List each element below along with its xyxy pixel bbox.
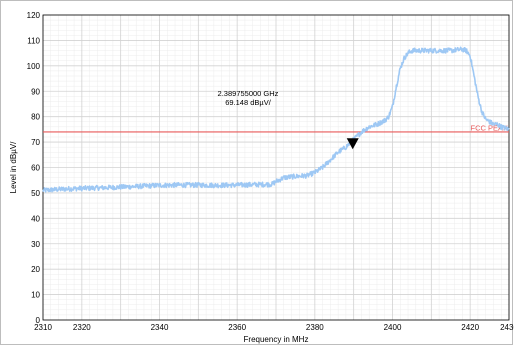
y-tick-label: 100 xyxy=(27,62,41,71)
marker-level-label: 69.148 dBµV/ xyxy=(225,98,272,107)
y-tick-label: 110 xyxy=(27,36,40,45)
x-tick-label: 2360 xyxy=(228,323,246,332)
y-tick-label: 80 xyxy=(31,113,40,122)
series-group xyxy=(42,46,510,193)
marker-frequency-label: 2.389755000 GHz xyxy=(218,89,279,98)
x-tick-label: 2380 xyxy=(306,323,324,332)
x-tick-label: 2420 xyxy=(461,323,479,332)
limit-line-label: FCC PEAK xyxy=(470,123,508,132)
y-tick-label: 10 xyxy=(31,291,40,300)
y-tick-label: 70 xyxy=(31,138,40,147)
x-tick-label: 2320 xyxy=(73,323,91,332)
x-tick-label: 2340 xyxy=(151,323,169,332)
y-tick-label: 0 xyxy=(36,316,41,325)
y-tick-label: 120 xyxy=(27,11,41,20)
x-tick-label: 2310 xyxy=(34,323,52,332)
y-tick-label: 40 xyxy=(31,214,40,223)
x-tick-label: 2400 xyxy=(384,323,402,332)
y-axis-title: Level in dBµV/ xyxy=(9,141,18,194)
marker-triangle-icon xyxy=(346,138,359,150)
plot-area xyxy=(42,14,510,321)
series-trace xyxy=(42,46,510,193)
y-tick-label: 50 xyxy=(31,189,40,198)
y-tick-label: 20 xyxy=(31,265,40,274)
y-axis-ticks: 0 10 20 30 40 50 60 70 80 90 100 110 120 xyxy=(27,11,41,325)
x-axis-title: Frequency in MHz xyxy=(244,335,309,344)
y-tick-label: 60 xyxy=(31,164,40,173)
marker-group: 2.389755000 GHz 69.148 dBµV/ xyxy=(218,89,359,150)
limit-line-group: FCC PEAK xyxy=(43,123,509,133)
y-tick-label: 90 xyxy=(31,87,40,96)
y-tick-label: 30 xyxy=(31,240,40,249)
